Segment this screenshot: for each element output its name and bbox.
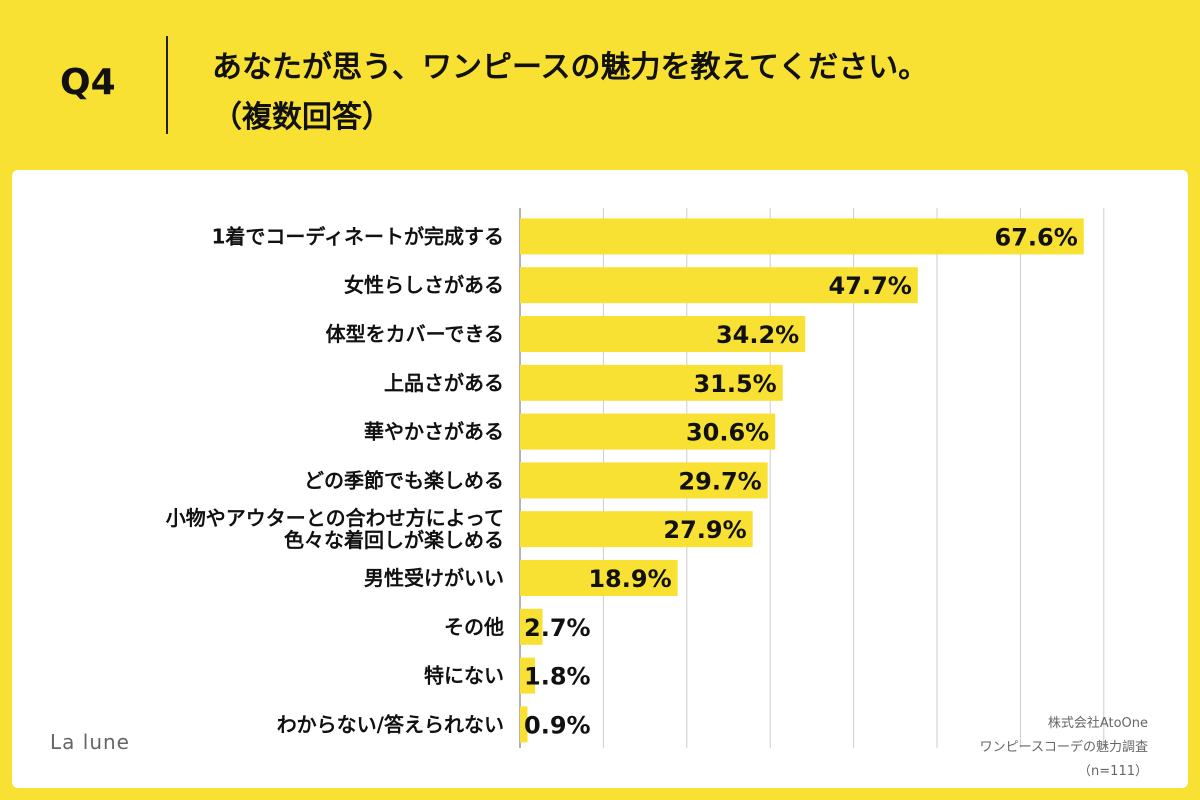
header-divider bbox=[166, 36, 168, 134]
bar bbox=[520, 608, 543, 645]
category-label: どの季節でも楽しめる bbox=[304, 468, 504, 492]
bar bbox=[520, 316, 806, 352]
category-label: 1着でコーディネートが完成する bbox=[211, 224, 504, 248]
question-title: あなたが思う、ワンピースの魅力を教えてください。 bbox=[212, 50, 929, 85]
value-label: 27.9% bbox=[663, 516, 746, 544]
bar-chart: 1着でコーディネートが完成する 67.6% 女性らしさがある 47.7% 体型をカバーで… bbox=[166, 208, 1105, 748]
value-label: 18.9% bbox=[588, 565, 671, 593]
source-sample: （n=111） bbox=[1078, 764, 1148, 779]
bar bbox=[520, 364, 783, 401]
value-label: 30.6% bbox=[686, 419, 769, 447]
question-number: Q4 bbox=[60, 62, 116, 103]
chart-panel: 1着でコーディネートが完成する 67.6% 女性らしさがある 47.7% 体型をカバーで… bbox=[12, 170, 1188, 788]
category-label: 小物やアウターとの合わせ方によって色々な着回しが楽しめる bbox=[166, 506, 504, 552]
source-company: 株式会社AtoOne bbox=[1047, 716, 1148, 731]
source-survey: ワンピースコーデの魅力調査 bbox=[979, 740, 1148, 755]
category-label: 体型をカバーできる bbox=[326, 322, 504, 346]
bar bbox=[520, 462, 768, 499]
value-label: 1.8% bbox=[524, 663, 591, 691]
value-label: 0.9% bbox=[524, 711, 591, 739]
source-note: 株式会社AtoOne ワンピースコーデの魅力調査 （n=111） bbox=[980, 712, 1148, 784]
value-label: 34.2% bbox=[716, 321, 799, 349]
bar bbox=[520, 267, 918, 304]
category-label: わからない/答えられない bbox=[277, 712, 504, 736]
category-label: 男性受けがいい bbox=[364, 566, 504, 590]
value-label: 31.5% bbox=[693, 370, 776, 398]
category-label: 上品さがある bbox=[384, 371, 504, 395]
category-label: 華やかさがある bbox=[364, 420, 504, 444]
value-label: 2.7% bbox=[524, 614, 591, 642]
header: Q4 あなたが思う、ワンピースの魅力を教えてください。 （複数回答） bbox=[0, 0, 1200, 170]
bar bbox=[520, 511, 753, 548]
bar bbox=[520, 413, 776, 450]
value-label: 29.7% bbox=[678, 467, 761, 495]
bar bbox=[520, 560, 678, 596]
value-label: 67.6% bbox=[995, 223, 1078, 251]
bar bbox=[520, 657, 536, 694]
category-label: その他 bbox=[444, 615, 504, 639]
category-label: 女性らしさがある bbox=[344, 273, 504, 297]
bar bbox=[520, 706, 528, 743]
brand-logo: La lune bbox=[50, 730, 130, 754]
value-label: 47.7% bbox=[829, 272, 912, 300]
category-label: 特にない bbox=[424, 664, 504, 688]
question-subtitle: （複数回答） bbox=[212, 100, 392, 135]
bar bbox=[520, 218, 1084, 255]
